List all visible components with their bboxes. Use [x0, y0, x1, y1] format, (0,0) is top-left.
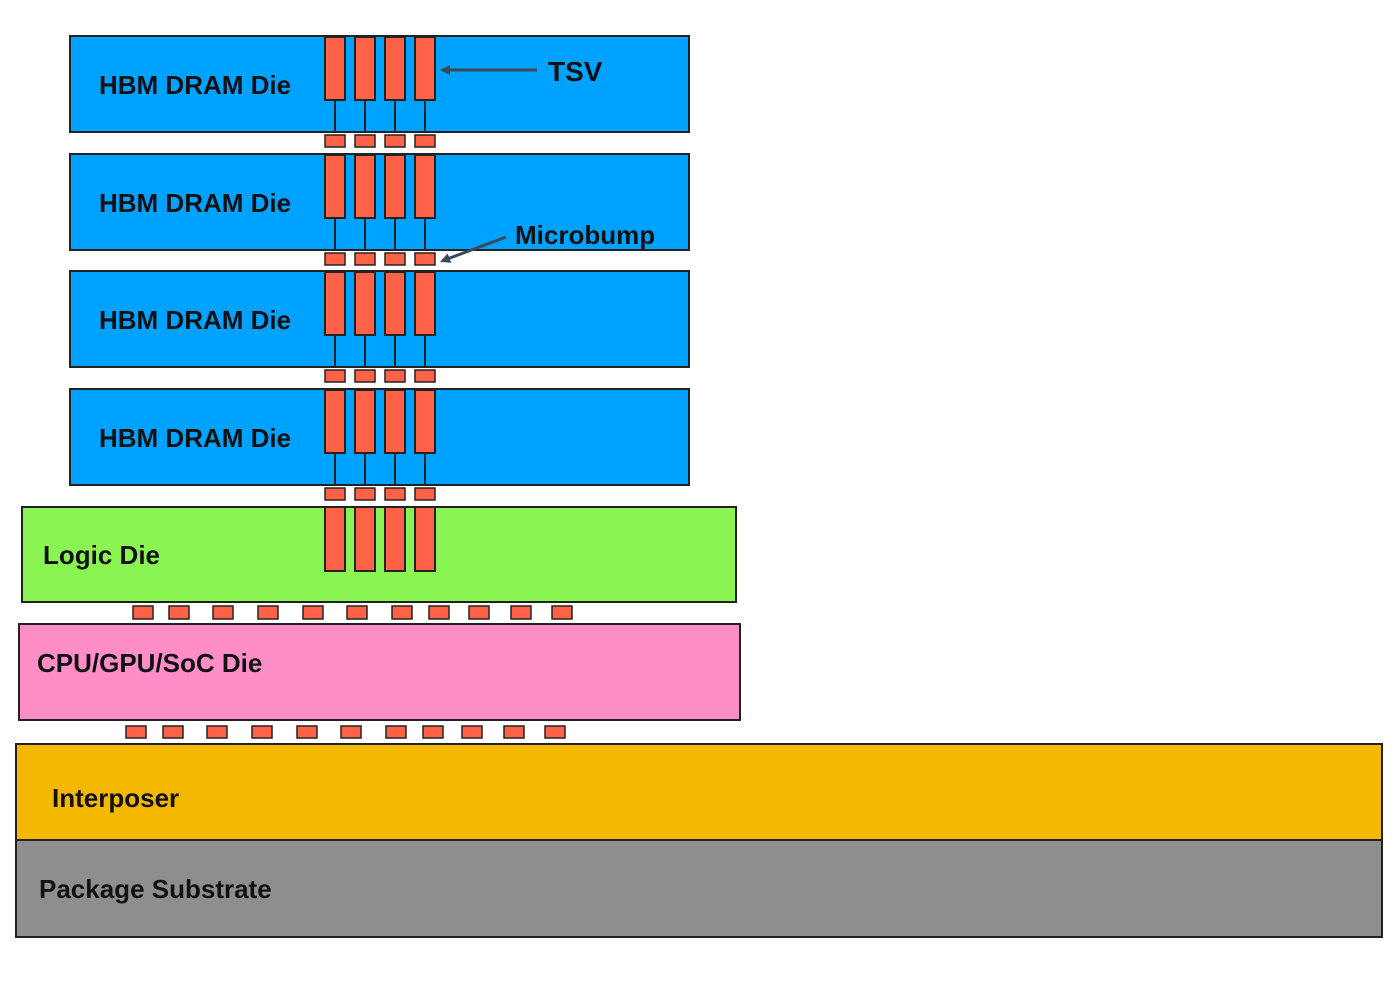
bump [340, 725, 362, 739]
microbump [384, 369, 406, 383]
hbm-dram-die [69, 270, 690, 368]
tsv [414, 36, 436, 101]
logic-die-label: Logic Die [43, 540, 160, 570]
hbm-dram-die [69, 388, 690, 486]
tsv [354, 389, 376, 454]
bump [206, 725, 228, 739]
microbump [414, 134, 436, 148]
tsv [384, 36, 406, 101]
bump [385, 725, 407, 739]
tsv [354, 36, 376, 101]
microbump [354, 134, 376, 148]
microbump-annotation-label: Microbump [515, 220, 655, 250]
bump [125, 725, 147, 739]
bump [391, 605, 413, 620]
package-substrate-label: Package Substrate [39, 874, 272, 904]
tsv [414, 154, 436, 219]
interposer-label: Interposer [52, 783, 179, 813]
microbump [384, 487, 406, 501]
tsv [354, 271, 376, 336]
tsv [384, 271, 406, 336]
tsv [324, 389, 346, 454]
bump [468, 605, 490, 620]
bump [510, 605, 532, 620]
bump [251, 725, 273, 739]
microbump [414, 369, 436, 383]
bump [162, 725, 184, 739]
tsv [414, 271, 436, 336]
logic-die [21, 506, 737, 603]
bump [544, 725, 566, 739]
bump [428, 605, 450, 620]
bump [257, 605, 279, 620]
bump [296, 725, 318, 739]
hbm-dram-die-label: HBM DRAM Die [99, 70, 291, 100]
bump [503, 725, 525, 739]
hbm-dram-die [69, 35, 690, 133]
hbm-dram-die [69, 153, 690, 251]
bump [422, 725, 444, 739]
microbump [384, 252, 406, 266]
bump [461, 725, 483, 739]
microbump [354, 369, 376, 383]
package-substrate [15, 839, 1383, 938]
microbump-arrow [440, 235, 507, 263]
tsv [414, 389, 436, 454]
tsv [384, 506, 406, 572]
bump [168, 605, 190, 620]
tsv-annotation-label: TSV [548, 56, 603, 87]
microbump [354, 252, 376, 266]
microbump [414, 252, 436, 266]
microbump [324, 369, 346, 383]
microbump [324, 487, 346, 501]
microbump [384, 134, 406, 148]
tsv [384, 154, 406, 219]
bump [551, 605, 573, 620]
cpu-gpu-soc-die-label: CPU/GPU/SoC Die [37, 648, 262, 678]
microbump [324, 252, 346, 266]
microbump [354, 487, 376, 501]
cpu-gpu-soc-die [18, 623, 741, 721]
interposer [15, 743, 1383, 841]
tsv [354, 154, 376, 219]
hbm-dram-die-label: HBM DRAM Die [99, 188, 291, 218]
tsv [324, 154, 346, 219]
bump [302, 605, 324, 620]
microbump [324, 134, 346, 148]
tsv [354, 506, 376, 572]
hbm-dram-die-label: HBM DRAM Die [99, 423, 291, 453]
hbm-dram-die-label: HBM DRAM Die [99, 305, 291, 335]
tsv [384, 389, 406, 454]
bump [132, 605, 154, 620]
bump [346, 605, 368, 620]
bump [212, 605, 234, 620]
tsv [324, 271, 346, 336]
tsv [324, 36, 346, 101]
tsv [414, 506, 436, 572]
tsv [324, 506, 346, 572]
microbump [414, 487, 436, 501]
